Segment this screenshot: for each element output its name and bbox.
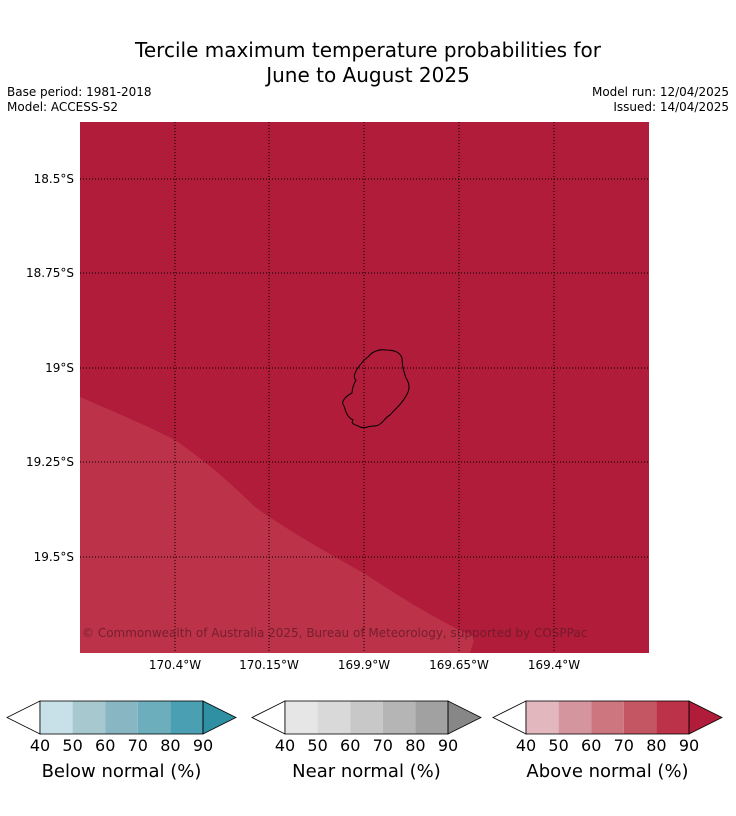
cbar-below-tick-60: 60	[95, 736, 116, 755]
cbar-near-tick-80: 80	[405, 736, 426, 755]
colorbar-near-seg-4	[382, 701, 416, 734]
cbar-near-tick-90: 90	[437, 736, 459, 755]
colorbar-below-seg-4	[137, 701, 171, 734]
colorbar-above-over	[688, 700, 723, 735]
cbar-below-tick-90: 90	[192, 736, 214, 755]
cbar-above-tick-50: 50	[548, 736, 569, 755]
colorbar-above-seg-1	[526, 701, 559, 734]
title-line-1: Tercile maximum temperature probabilitie…	[135, 38, 601, 62]
cbar-below-tick-50: 50	[62, 736, 83, 755]
cbar-above-tick-40: 40	[515, 736, 537, 755]
colorbar-above-seg-2	[558, 701, 592, 734]
gridlines	[80, 122, 649, 653]
colorbar-below-normal	[6, 700, 237, 735]
colorbar-below-over	[202, 700, 237, 735]
colorbar-below-frame	[39, 700, 204, 735]
colorbar-above-seg-5	[656, 701, 689, 734]
colorbar-above-seg-3	[591, 701, 624, 734]
colorbar-above-frame	[525, 700, 690, 735]
cbar-near-tick-50: 50	[307, 736, 328, 755]
cbar-near-tick-40: 40	[274, 736, 296, 755]
lon-label-1: 170.4°W	[148, 658, 202, 672]
cbar-below-caption: Below normal (%)	[41, 761, 202, 782]
meta-right: Model run: 12/04/2025 Issued: 14/04/2025	[592, 85, 729, 115]
cbar-near-tick-70: 70	[372, 736, 393, 755]
lon-label-3: 169.9°W	[337, 658, 391, 672]
colorbar-below-seg-1	[40, 701, 73, 734]
model-run: Model run: 12/04/2025	[591, 85, 729, 99]
colorbar-above-under	[492, 700, 527, 735]
colorbar-near-seg-2	[317, 701, 351, 734]
cbar-below-tick-40: 40	[29, 736, 51, 755]
cbar-above-tick-60: 60	[581, 736, 602, 755]
colorbar-near-under	[251, 700, 286, 735]
colorbar-below-seg-3	[105, 701, 138, 734]
lon-label-2: 170.15°W	[239, 658, 299, 672]
lat-label-3: 19°S	[45, 361, 74, 375]
cbar-above-caption: Above normal (%)	[526, 761, 689, 782]
lat-label-5: 19.5°S	[33, 550, 74, 564]
colorbar-near-seg-5	[415, 701, 448, 734]
chart-title: Tercile maximum temperature probabilitie…	[0, 38, 736, 88]
cbar-above-tick-70: 70	[613, 736, 634, 755]
cbar-near-caption: Near normal (%)	[292, 761, 441, 782]
issued-date: Issued: 14/04/2025	[613, 100, 729, 114]
colorbar-below-seg-5	[170, 701, 203, 734]
lat-label-2: 18.75°S	[26, 266, 74, 280]
probability-map	[80, 122, 649, 653]
lat-label-4: 19.25°S	[26, 455, 74, 469]
cbar-near-tick-60: 60	[340, 736, 361, 755]
colorbar-near-seg-3	[350, 701, 383, 734]
colorbar-near-frame	[284, 700, 449, 735]
colorbar-below-under	[6, 700, 41, 735]
colorbar-near-seg-1	[285, 701, 318, 734]
cbar-above-tick-90: 90	[678, 736, 700, 755]
cbar-below-tick-70: 70	[127, 736, 148, 755]
region-above-80	[80, 397, 475, 653]
model-name: Model: ACCESS-S2	[7, 100, 119, 114]
lon-label-4: 169.65°W	[429, 658, 489, 672]
colorbar-below-seg-2	[72, 701, 106, 734]
base-period: Base period: 1981-2018	[7, 85, 152, 99]
cbar-below-tick-80: 80	[160, 736, 181, 755]
copyright-notice: © Commonwealth of Australia 2025, Bureau…	[82, 626, 588, 640]
niue-island-outline	[342, 349, 410, 429]
colorbar-above-normal	[492, 700, 723, 735]
colorbar-near-over	[447, 700, 482, 735]
cbar-above-tick-80: 80	[646, 736, 667, 755]
colorbar-above-seg-4	[623, 701, 657, 734]
meta-left: Base period: 1981-2018 Model: ACCESS-S2	[7, 85, 152, 115]
title-line-2: June to August 2025	[266, 63, 470, 87]
lat-label-1: 18.5°S	[33, 172, 74, 186]
lon-label-5: 169.4°W	[527, 658, 581, 672]
colorbar-near-normal	[251, 700, 482, 735]
